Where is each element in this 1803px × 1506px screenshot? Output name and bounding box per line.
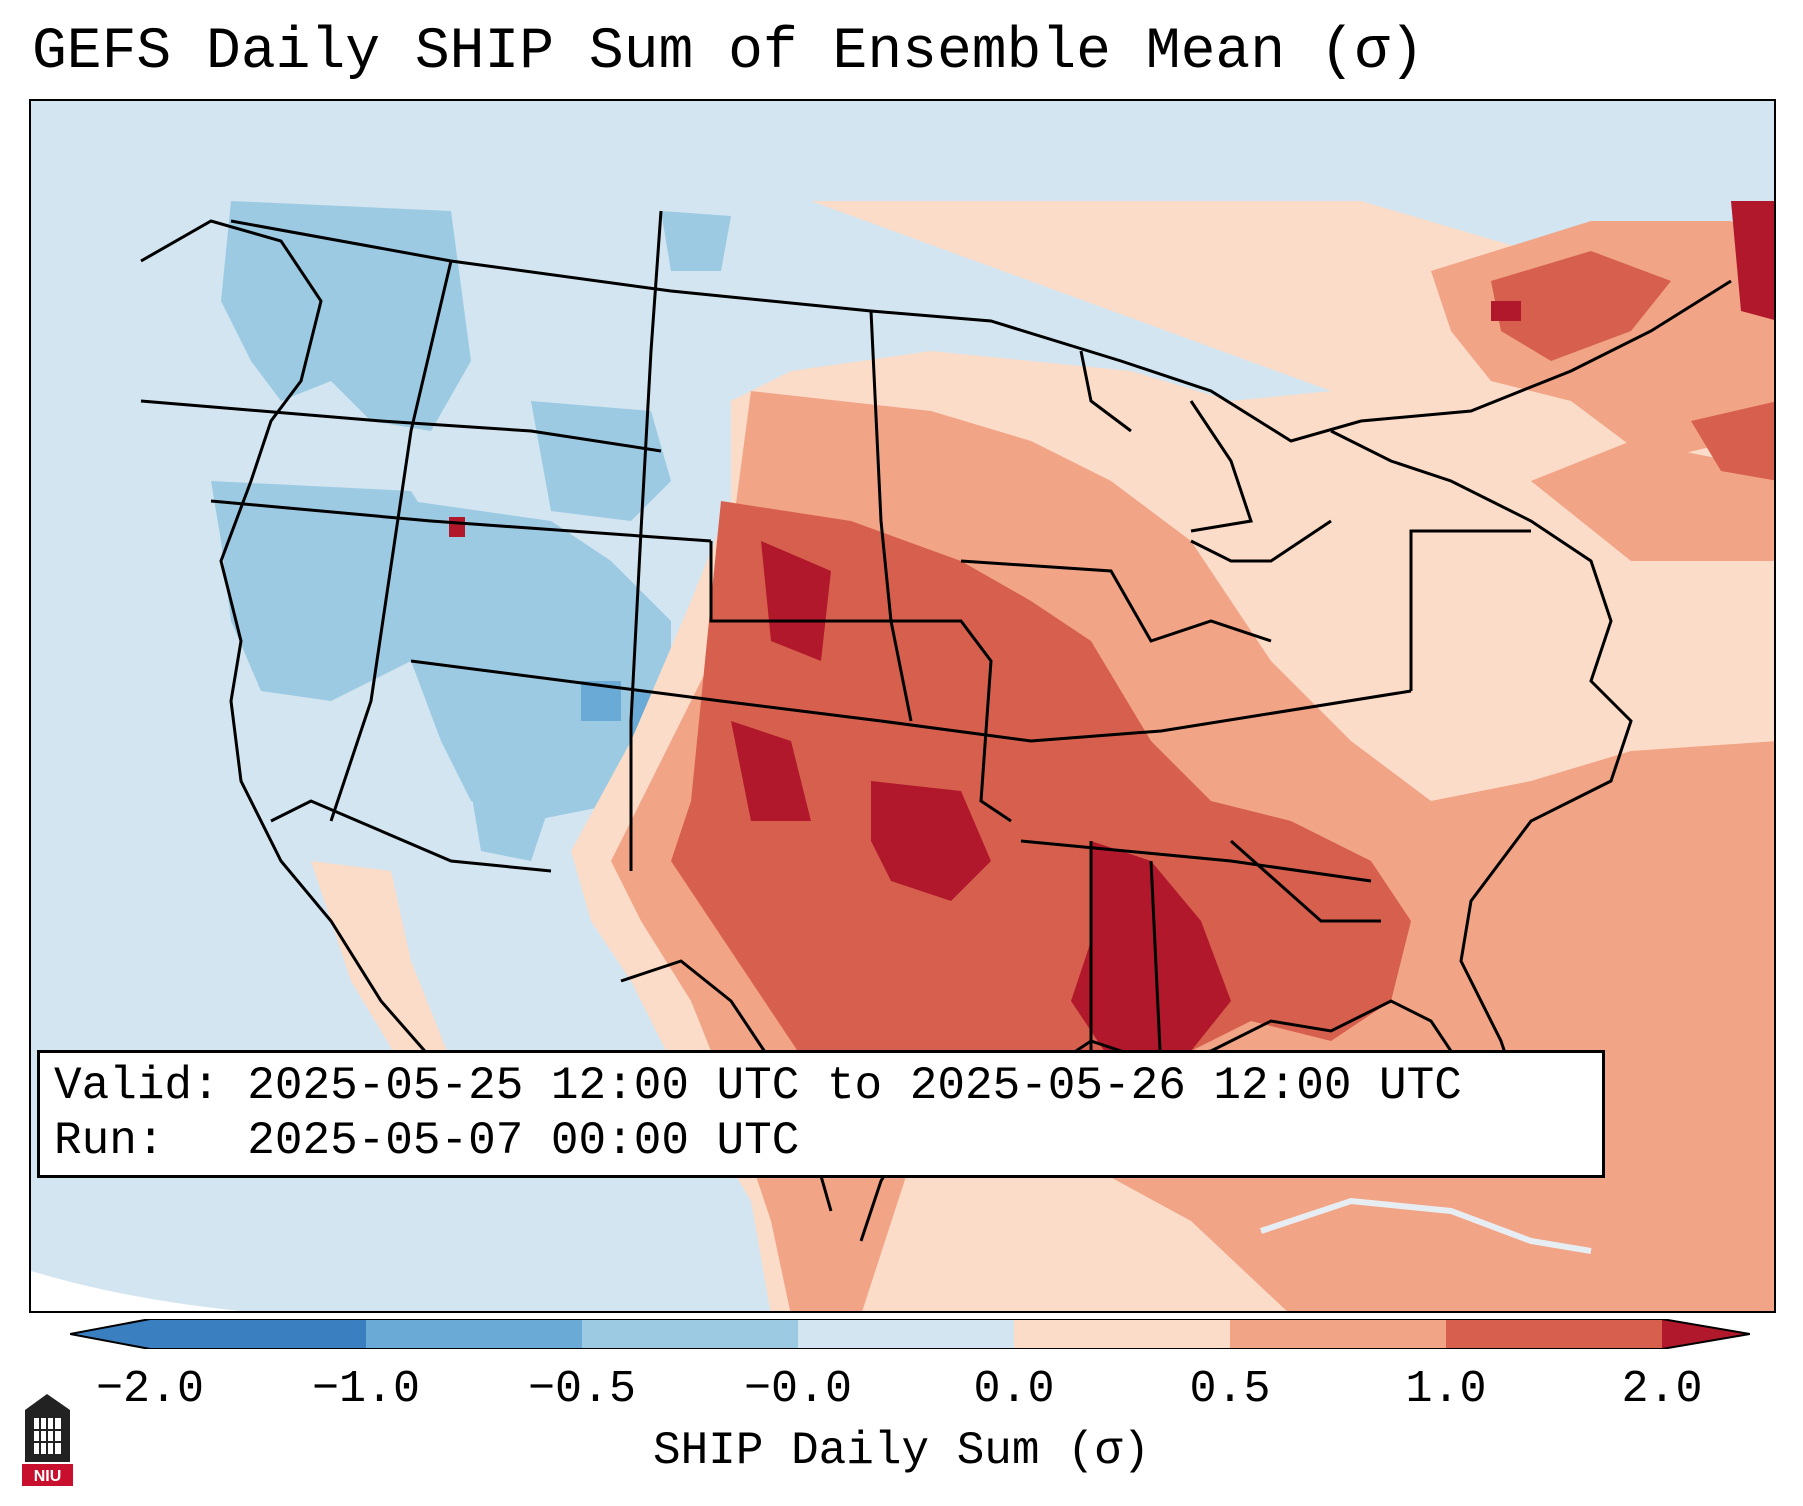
colorbar-bin-2 xyxy=(582,1319,798,1349)
valid-value: 2025-05-25 12:00 UTC to 2025-05-26 12:00… xyxy=(247,1060,1462,1112)
colorbar-tick: 0.5 xyxy=(1189,1364,1271,1415)
run-value: 2025-05-07 00:00 UTC xyxy=(247,1115,800,1167)
colorbar xyxy=(70,1319,1750,1349)
high-positive-anomaly-region xyxy=(671,501,1411,1141)
colorbar-tick: −2.0 xyxy=(95,1364,205,1415)
colorbar-extend-high xyxy=(1662,1319,1750,1349)
colorbar-bin-3 xyxy=(798,1319,1014,1349)
colorbar-tick: 2.0 xyxy=(1621,1364,1703,1415)
colorbar-tick: −0.0 xyxy=(743,1364,853,1415)
cuba-outline xyxy=(1260,1197,1592,1254)
valid-label: Valid: xyxy=(54,1060,220,1112)
colorbar-extend-low xyxy=(70,1319,150,1349)
coastline-and-borders xyxy=(140,210,1732,1242)
logo-text: NIU xyxy=(34,1468,62,1485)
niu-tower-logo: NIU xyxy=(22,1394,73,1486)
colorbar-tick: 0.0 xyxy=(973,1364,1055,1415)
map-title: GEFS Daily SHIP Sum of Ensemble Mean (σ) xyxy=(32,20,1425,85)
colorbar-bin-0 xyxy=(150,1319,366,1349)
colorbar-tick: 1.0 xyxy=(1405,1364,1487,1415)
colorbar-bin-6 xyxy=(1446,1319,1662,1349)
colorbar-bin-4 xyxy=(1014,1319,1230,1349)
negative-anomaly-region xyxy=(211,201,731,861)
colorbar-tick: −0.5 xyxy=(527,1364,637,1415)
colorbar-bin-5 xyxy=(1230,1319,1446,1349)
colorbar-bin-1 xyxy=(366,1319,582,1349)
domain-edge-left xyxy=(31,1271,241,1311)
colorbar-label: SHIP Daily Sum (σ) xyxy=(653,1425,1150,1477)
colorbar-tick: −1.0 xyxy=(311,1364,421,1415)
run-label: Run: xyxy=(54,1115,165,1167)
valid-run-info-box: Valid: 2025-05-25 12:00 UTC to 2025-05-2… xyxy=(37,1050,1605,1178)
